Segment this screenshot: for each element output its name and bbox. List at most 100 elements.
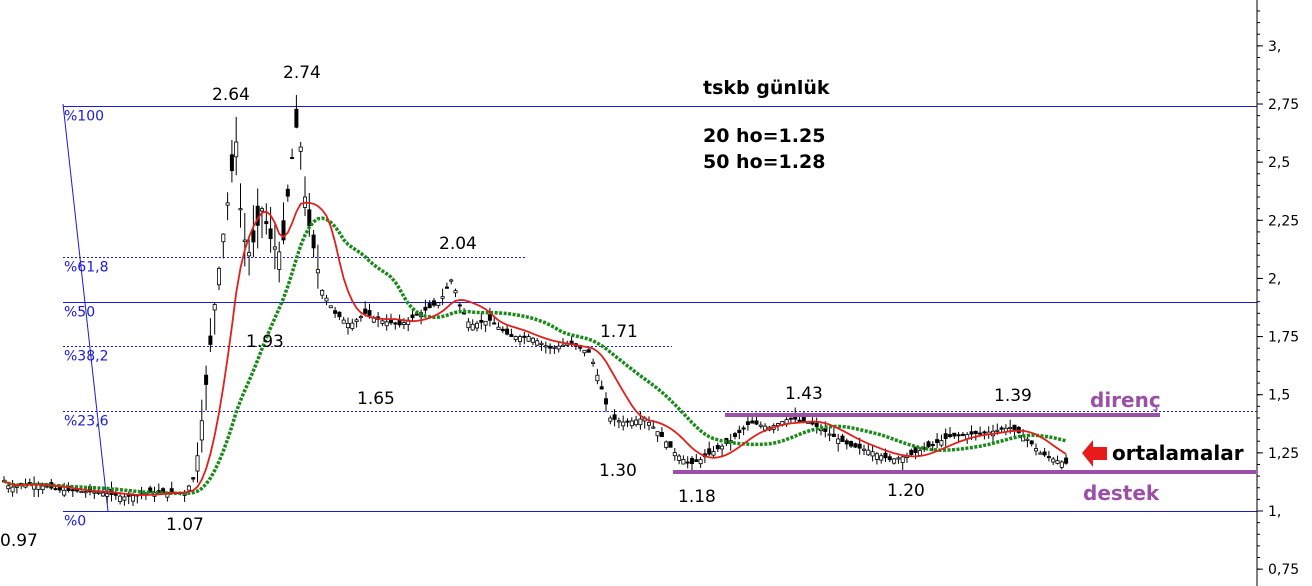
candle-body — [982, 431, 987, 434]
price-label-2-64: 2.64 — [212, 85, 250, 105]
candle-body — [634, 419, 639, 426]
candle-body — [952, 432, 957, 437]
y-tick-label: 2,75 — [1268, 97, 1299, 113]
candle-body — [449, 279, 454, 282]
candle-body — [535, 340, 540, 346]
candle-body — [960, 433, 965, 436]
y-tick-label: 1,75 — [1268, 330, 1299, 346]
candle-body — [745, 421, 750, 425]
candle-body — [410, 314, 415, 319]
candle-body — [191, 477, 196, 480]
candle-body — [1008, 426, 1013, 429]
candle-body — [440, 296, 445, 299]
candle-body — [969, 431, 974, 435]
candle-body — [831, 433, 836, 437]
candle-body — [130, 495, 135, 502]
fib-label: %100 — [64, 109, 104, 125]
candle-body — [715, 445, 720, 450]
candle-body — [733, 433, 738, 437]
candle-body — [423, 306, 428, 311]
candle-body — [272, 246, 277, 250]
candle-body — [659, 432, 664, 438]
candle-body — [311, 234, 316, 249]
y-tick-label: 2,5 — [1268, 155, 1290, 171]
candle-body — [264, 221, 269, 225]
candle-body — [638, 418, 643, 426]
y-tick-label: 1,25 — [1268, 446, 1299, 462]
price-label-1-65: 1.65 — [357, 389, 395, 409]
candle-body — [70, 489, 75, 492]
candle-body — [285, 188, 290, 197]
price-label-1-07: 1.07 — [166, 515, 204, 535]
candle-body — [358, 316, 363, 319]
candle-body — [935, 439, 940, 443]
candle-body — [900, 456, 905, 463]
candle-body — [582, 349, 587, 354]
candle-body — [836, 438, 841, 445]
candle-body — [367, 309, 372, 316]
candle-body — [505, 328, 510, 335]
candle-body — [608, 417, 613, 422]
candle-body — [242, 239, 247, 243]
candle-body — [414, 313, 419, 316]
candle-body — [216, 268, 221, 286]
candle-body — [720, 445, 725, 450]
candle-body — [427, 303, 432, 309]
candle-body — [754, 420, 759, 425]
candle-body — [612, 414, 617, 420]
candle-body — [40, 485, 45, 490]
candle-body — [148, 487, 153, 493]
candle-body — [307, 209, 312, 227]
candle-body — [595, 374, 600, 382]
candle-body — [333, 310, 338, 314]
candle-body — [393, 322, 398, 325]
candle-body — [337, 311, 342, 318]
candle-body — [621, 421, 626, 427]
ma-annotation-label: ortalamalar — [1112, 441, 1244, 465]
candle-body — [384, 321, 389, 327]
candle-body — [810, 422, 815, 425]
price-label-1-20: 1.20 — [887, 481, 925, 501]
candle-body — [470, 323, 475, 331]
resistance-label: direnç — [1090, 388, 1161, 412]
price-label-1-39: 1.39 — [994, 386, 1032, 406]
candle-body — [251, 230, 256, 243]
candle-body — [199, 420, 204, 441]
candle-body — [509, 334, 514, 337]
candle-body — [363, 308, 368, 314]
candle-body — [956, 434, 961, 437]
candle-body — [797, 419, 802, 422]
candle-body — [92, 491, 97, 494]
candle-body — [586, 349, 591, 353]
candle-body — [315, 269, 320, 274]
candle-body — [1025, 438, 1030, 441]
candle-body — [1029, 440, 1034, 445]
ma50-legend: 50 ho=1.28 — [703, 151, 825, 173]
candle-body — [487, 314, 492, 321]
candle-body — [281, 220, 286, 241]
candle-body — [664, 441, 669, 448]
price-label-1-30: 1.30 — [599, 461, 637, 481]
candle-body — [453, 290, 458, 294]
candle-body — [345, 322, 350, 329]
candle-body — [105, 493, 110, 497]
ma20-line — [3, 201, 1067, 496]
candle-body — [212, 304, 217, 311]
price-label-2-04: 2.04 — [439, 234, 477, 254]
candle-body — [556, 345, 561, 350]
price-label-2-74: 2.74 — [283, 63, 321, 83]
candle-body — [513, 336, 518, 340]
chart-title: tskb günlük — [703, 77, 830, 99]
candle-body — [268, 228, 273, 240]
candle-body — [930, 444, 935, 447]
candle-body — [685, 461, 690, 464]
price-label-0-97: 0.97 — [0, 531, 38, 551]
candle-body — [247, 252, 252, 257]
candle-body — [694, 459, 699, 462]
candle-body — [6, 485, 11, 490]
candle-body — [844, 440, 849, 445]
fib-label: %50 — [64, 305, 95, 321]
candle-body — [457, 304, 462, 307]
candle-body — [698, 459, 703, 465]
candle-body — [866, 449, 871, 456]
